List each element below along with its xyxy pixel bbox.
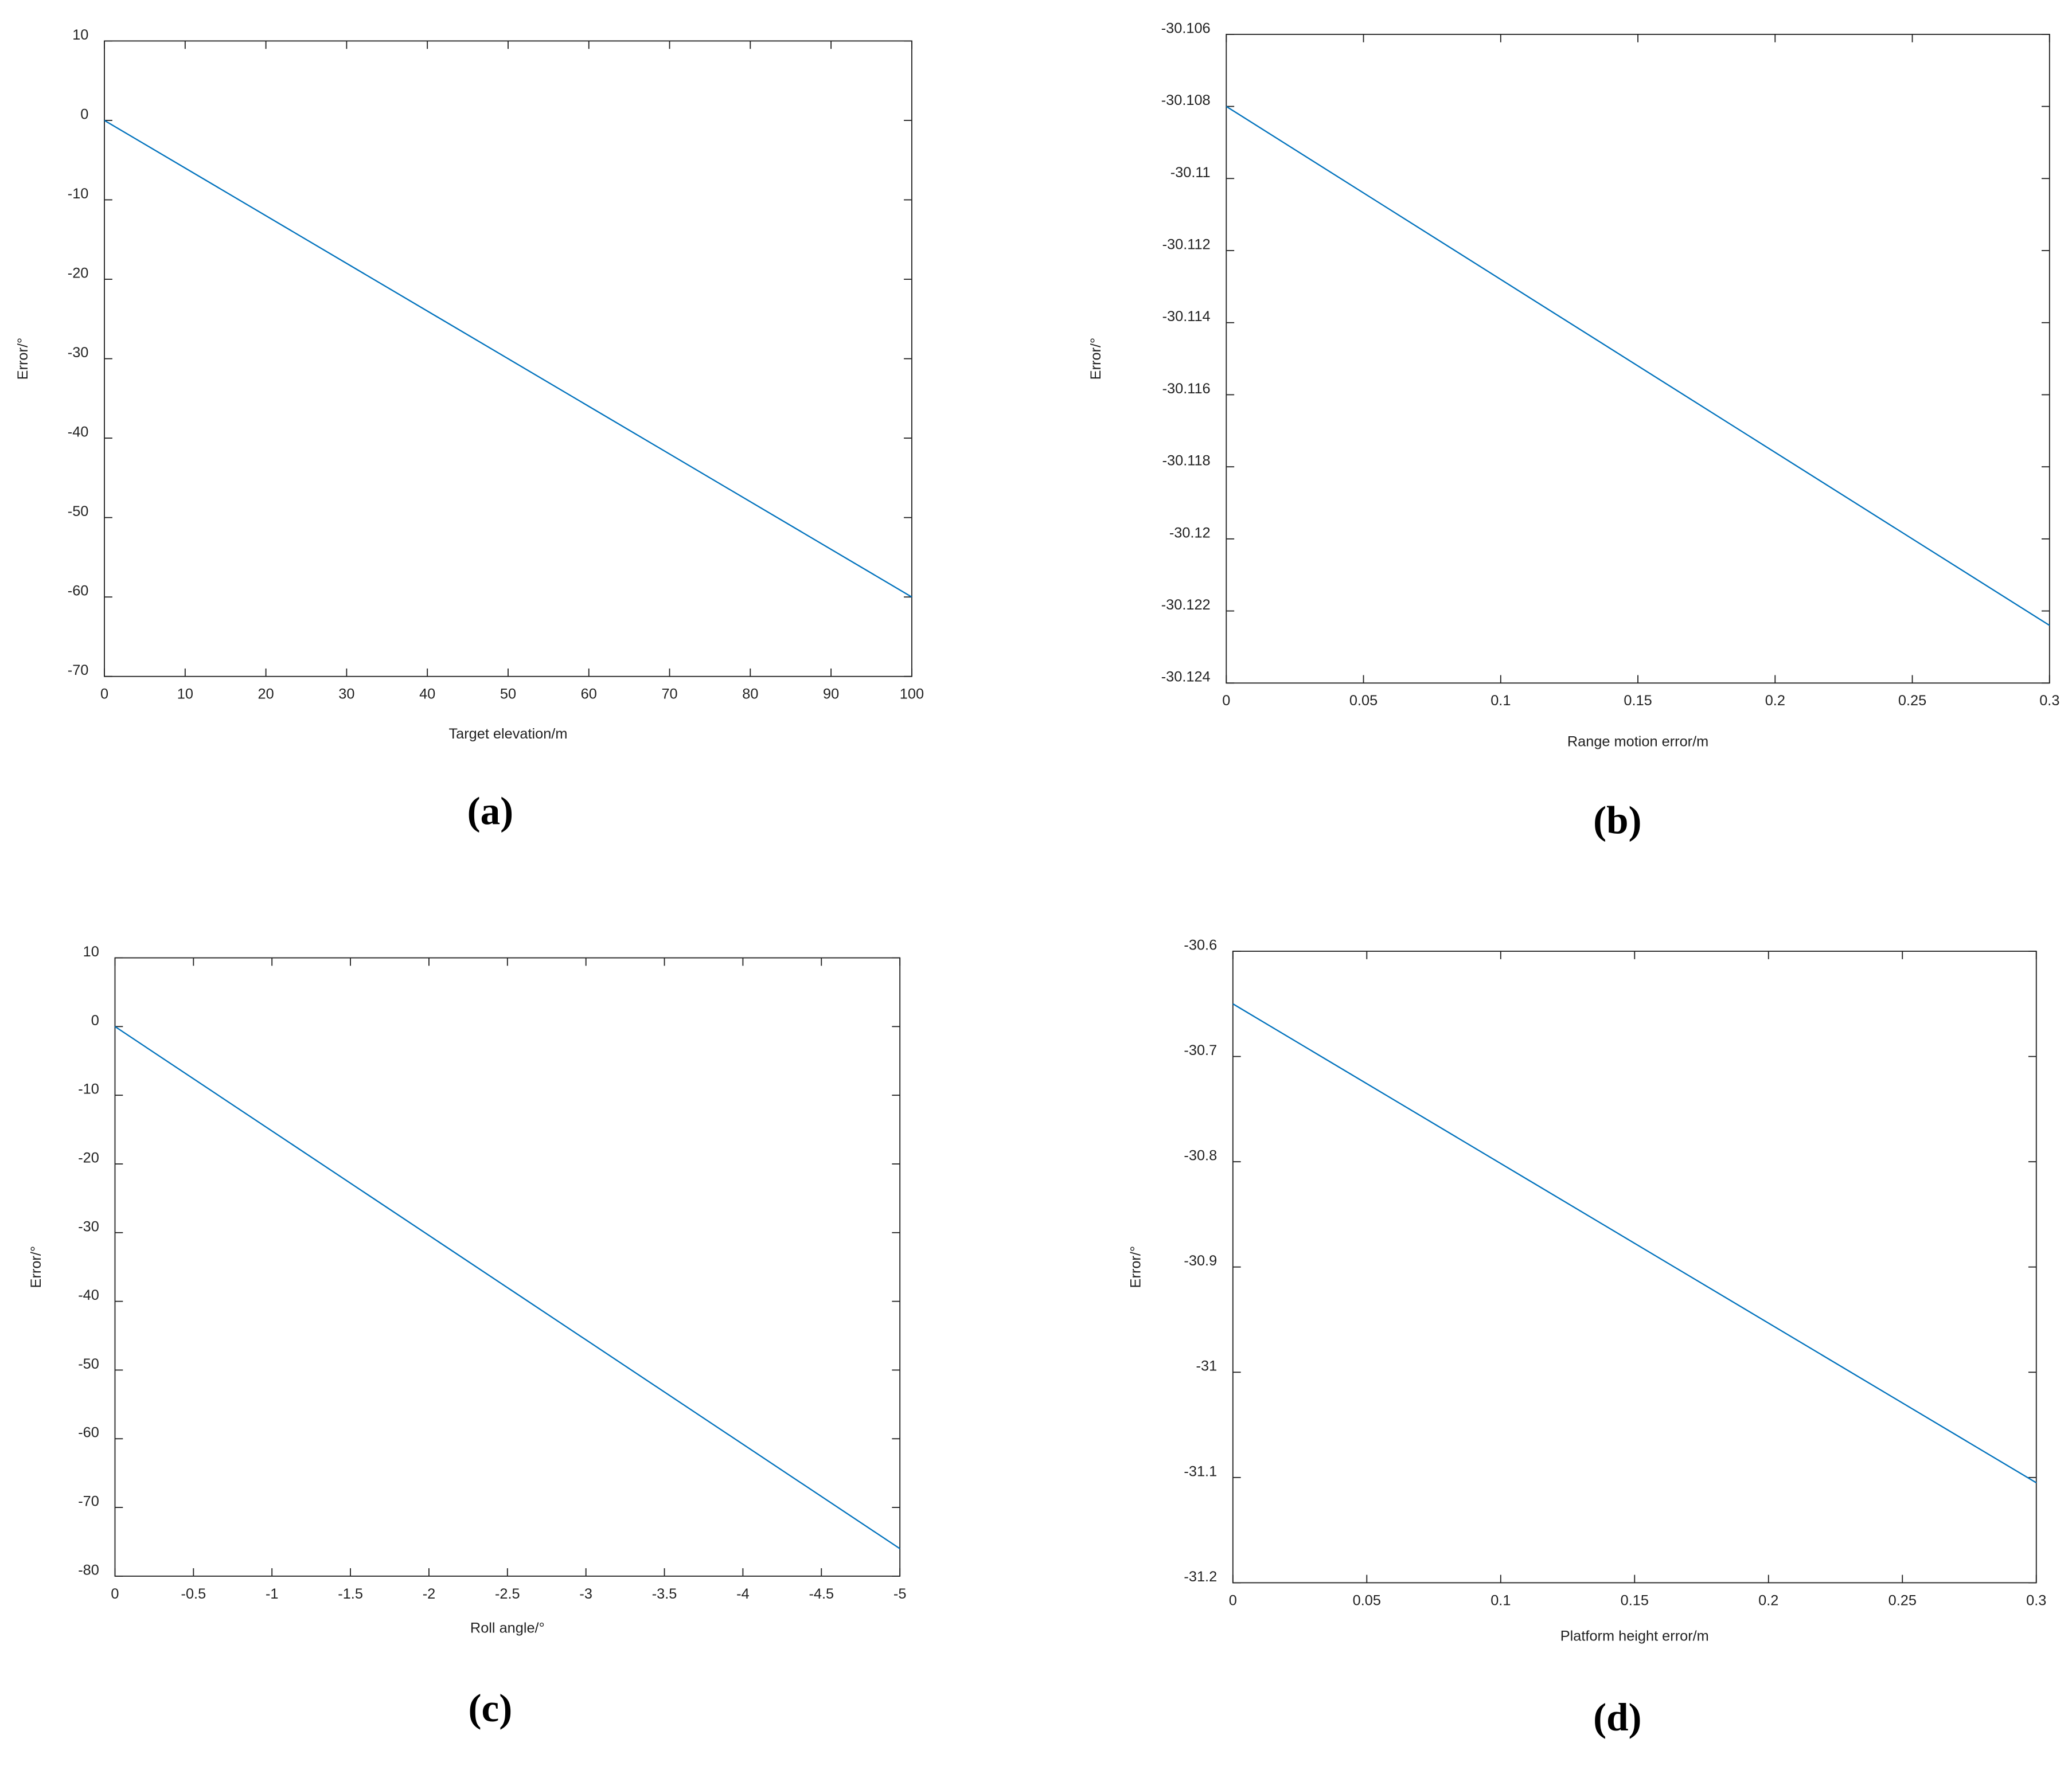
y-tick-label: -10 <box>78 1081 99 1097</box>
y-tick-label: -30.112 <box>1162 236 1211 252</box>
x-tick-label: 100 <box>900 686 924 702</box>
x-tick-label: 0.3 <box>2039 693 2059 709</box>
x-tick-label: 90 <box>823 686 839 702</box>
y-tick-label: -80 <box>78 1562 99 1578</box>
y-tick-label: -30.12 <box>1169 525 1211 541</box>
data-line <box>114 1026 900 1549</box>
x-tick-label: 20 <box>258 686 274 702</box>
x-tick-label: 0 <box>1229 1592 1237 1608</box>
y-tick-label: -30.122 <box>1161 597 1211 613</box>
x-tick-label: -4.5 <box>809 1586 834 1602</box>
y-tick-label: -60 <box>78 1425 99 1441</box>
x-axis-label: Roll angle/° <box>470 1620 545 1636</box>
y-axis-label: Error/° <box>28 1246 44 1288</box>
y-tick-label: -70 <box>78 1494 99 1510</box>
y-tick-label: -30.124 <box>1161 669 1211 685</box>
data-line <box>1226 106 2050 626</box>
y-tick-label: -30.8 <box>1184 1148 1217 1164</box>
y-tick-label: -40 <box>68 424 89 440</box>
x-tick-label: -1.5 <box>338 1586 363 1602</box>
x-tick-label: 10 <box>177 686 193 702</box>
x-axis-label: Range motion error/m <box>1567 734 1708 750</box>
x-tick-label: -4 <box>736 1586 750 1602</box>
x-tick-label: 0.15 <box>1621 1592 1649 1608</box>
y-tick-label: -40 <box>78 1287 99 1303</box>
y-tick-label: -20 <box>68 265 89 282</box>
x-tick-label: 0 <box>100 686 108 702</box>
y-tick-label: -30.114 <box>1162 308 1211 325</box>
x-tick-label: 0.3 <box>2026 1592 2046 1608</box>
x-tick-label: -0.5 <box>181 1586 206 1602</box>
x-axis-label: Platform height error/m <box>1560 1628 1709 1644</box>
y-tick-label: -30.6 <box>1184 937 1217 953</box>
x-tick-label: 0.05 <box>1349 693 1378 709</box>
y-tick-label: -10 <box>68 186 89 202</box>
y-tick-label: -30 <box>78 1218 99 1234</box>
x-tick-label: 0 <box>111 1586 119 1602</box>
x-tick-label: 60 <box>581 686 597 702</box>
y-tick-label: -50 <box>68 503 89 519</box>
plot-frame <box>1232 951 2037 1584</box>
panel-label: (d) <box>1593 1695 1641 1739</box>
y-tick-label: -31.1 <box>1184 1463 1217 1479</box>
x-tick-label: 80 <box>742 686 758 702</box>
x-tick-label: 0.2 <box>1758 1592 1778 1608</box>
x-axis-label: Target elevation/m <box>449 726 568 742</box>
y-tick-label: -30.118 <box>1162 453 1211 469</box>
y-tick-label: -31 <box>1196 1358 1218 1374</box>
x-tick-label: 0.15 <box>1624 693 1652 709</box>
y-tick-label: -30 <box>68 345 89 361</box>
y-tick-label: 0 <box>80 106 88 122</box>
y-tick-label: 10 <box>72 27 88 43</box>
y-tick-label: 10 <box>83 944 99 960</box>
x-tick-label: 0.25 <box>1888 1592 1917 1608</box>
y-tick-label: -30.7 <box>1184 1042 1217 1058</box>
y-tick-label: -30.106 <box>1161 20 1211 36</box>
x-tick-label: 0.1 <box>1490 1592 1511 1608</box>
x-tick-label: 30 <box>338 686 354 702</box>
x-tick-label: 50 <box>500 686 516 702</box>
x-tick-label: 0.05 <box>1353 1592 1381 1608</box>
x-tick-label: 40 <box>419 686 435 702</box>
data-line <box>1232 1003 2037 1484</box>
x-tick-label: 0.1 <box>1490 693 1511 709</box>
y-tick-label: -30.9 <box>1184 1253 1217 1269</box>
y-tick-label: -50 <box>78 1356 99 1372</box>
y-tick-label: -20 <box>78 1150 99 1166</box>
x-tick-label: 70 <box>661 686 677 702</box>
x-tick-label: -3 <box>579 1586 592 1602</box>
plot-frame <box>1226 33 2050 684</box>
x-tick-label: -3.5 <box>652 1586 677 1602</box>
y-tick-label: -30.116 <box>1162 381 1211 397</box>
y-tick-label: -30.11 <box>1170 165 1211 181</box>
data-line <box>104 119 912 598</box>
y-tick-label: -60 <box>68 583 89 599</box>
plot-frame <box>114 957 901 1577</box>
x-tick-label: 0 <box>1222 693 1230 709</box>
y-tick-label: -70 <box>68 662 89 678</box>
y-tick-label: 0 <box>91 1013 99 1029</box>
x-tick-label: -5 <box>893 1586 907 1602</box>
panel-label: (c) <box>469 1686 513 1730</box>
x-tick-label: -1 <box>266 1586 279 1602</box>
y-axis-label: Error/° <box>1088 338 1104 380</box>
y-tick-label: -30.108 <box>1161 92 1211 108</box>
y-axis-label: Error/° <box>15 338 31 380</box>
x-tick-label: -2 <box>423 1586 436 1602</box>
y-axis-label: Error/° <box>1127 1246 1144 1288</box>
panel-label: (b) <box>1593 798 1641 842</box>
x-tick-label: 0.2 <box>1765 693 1785 709</box>
x-tick-label: -2.5 <box>495 1586 520 1602</box>
y-tick-label: -31.2 <box>1184 1569 1217 1585</box>
x-tick-label: 0.25 <box>1898 693 1926 709</box>
panel-label: (a) <box>467 789 514 833</box>
